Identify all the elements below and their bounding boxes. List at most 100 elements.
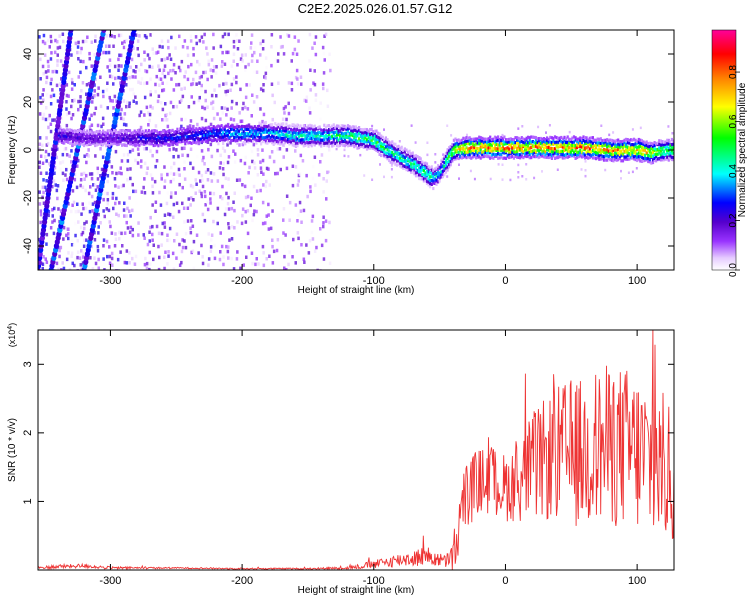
spectrogram-ridge-cell	[517, 155, 520, 159]
spectrogram-ridge-cell	[473, 154, 476, 158]
spectrogram-noise-cell	[236, 220, 239, 224]
spectrogram-ridge-cell	[135, 137, 138, 141]
spectrogram-ridge-cell	[618, 152, 621, 157]
spectrogram-noise-cell	[158, 44, 161, 49]
spectrogram-ridge-cell	[193, 128, 196, 132]
spectrogram-noise-cell	[328, 148, 331, 152]
spectrogram-noise-cell	[138, 128, 141, 133]
spectrogram-ridge-cell	[65, 137, 68, 141]
spectrogram-ridge-cell	[625, 148, 628, 152]
spectrogram-noise-cell	[253, 161, 256, 165]
spectrogram-noise-cell	[70, 209, 73, 214]
spectrogram-ridge-cell	[263, 136, 266, 140]
spectrogram-ridge-cell	[76, 136, 79, 140]
spectrogram-noise-cell	[143, 147, 146, 151]
spectrogram-ridge-cell	[121, 133, 124, 137]
spectrogram-ridge-cell	[304, 143, 307, 147]
spectrogram-ridge-cell	[583, 146, 587, 150]
spectrogram-ridge-cell	[60, 133, 64, 137]
spectrogram-ridge-cell	[421, 160, 424, 164]
spectrogram-ridge-cell	[632, 146, 636, 150]
spectrogram-noise-cell	[249, 46, 253, 50]
spectrogram-ridge-cell	[258, 135, 261, 140]
spectrogram-noise-cell	[105, 207, 108, 211]
spectrogram-ridge-cell	[454, 148, 457, 152]
spectrogram-noise-cell	[88, 172, 92, 176]
spectrogram-ridge-cell	[109, 142, 113, 146]
spectrogram-ridge-cell	[617, 145, 620, 149]
spectrogram-noise-cell	[65, 112, 69, 117]
spectrogram-ridge-cell	[244, 132, 247, 136]
spectrogram-noise-cell	[240, 221, 244, 226]
spectrogram-ridge-cell	[381, 135, 384, 139]
spectrogram-ridge-cell	[463, 140, 466, 144]
spectrogram-ridge-cell	[517, 136, 520, 140]
spectrogram-noise-cell	[47, 213, 50, 218]
spectrogram-noise-cell	[210, 179, 214, 183]
spectrogram-noise-cell	[257, 262, 260, 266]
spectrogram-ridge-cell	[342, 143, 345, 147]
spectrogram-ridge-cell	[632, 148, 636, 152]
spectrogram-ridge-cell	[124, 133, 127, 137]
spectrogram-noise-cell	[220, 106, 224, 110]
spectrogram-noise-cell	[175, 104, 179, 109]
spectrogram-noise-cell	[58, 254, 61, 259]
spectrogram-ridge-cell	[384, 139, 387, 143]
spectrogram-ridge-cell	[337, 124, 340, 128]
spectrogram-noise-cell	[180, 59, 184, 64]
spectrogram-noise-cell	[501, 163, 504, 166]
spectrogram-ridge-cell	[462, 143, 465, 147]
spectrogram-ridge-cell	[438, 174, 441, 178]
spectrogram-ridge-cell	[658, 146, 661, 150]
spectrogram-noise-cell	[47, 209, 51, 214]
spectrogram-ridge-cell	[264, 127, 267, 132]
spectrogram-ridge-cell	[125, 143, 128, 148]
spectrogram-ridge-cell	[367, 129, 370, 133]
spectrogram-ridge-cell	[585, 136, 588, 140]
spectrogram-noise-cell	[261, 148, 264, 152]
spectrogram-ridge-cell	[68, 141, 71, 145]
spectrogram-noise-cell	[44, 257, 47, 261]
spectrogram-ridge-cell	[478, 151, 481, 155]
spectrogram-ridge-cell	[517, 138, 520, 143]
spectrogram-ridge-cell	[489, 139, 492, 143]
spectrogram-noise-cell	[297, 82, 300, 86]
spectrogram-noise-cell	[200, 74, 203, 79]
spectrogram-noise-cell	[201, 212, 205, 217]
spectrogram-ridge-cell	[607, 141, 610, 145]
spectrogram-ridge-cell	[179, 140, 182, 144]
spectrogram-ridge-cell	[280, 142, 283, 146]
spectrogram-ridge-cell	[474, 142, 478, 146]
spectrogram-ridge-cell	[301, 141, 304, 145]
spectrogram-ridge-cell	[294, 124, 297, 128]
spectrogram-ridge-cell	[200, 137, 203, 141]
spectrogram-noise-cell	[56, 196, 59, 201]
spectrogram-noise-cell	[167, 45, 170, 50]
spectrogram-ridge-cell	[482, 144, 485, 148]
spectrogram-ridge-cell	[484, 141, 487, 145]
spectrogram-ridge-cell	[236, 127, 239, 131]
spectrogram-noise-cell	[61, 171, 65, 176]
spectrogram-ridge-cell	[324, 136, 327, 140]
spectrogram-noise-cell	[172, 68, 175, 73]
spectrogram-noise-cell	[118, 53, 121, 57]
spectrogram-ridge-cell	[579, 144, 582, 149]
spectrogram-ridge-cell	[648, 147, 651, 151]
spectrogram-ridge-cell	[326, 138, 329, 142]
spectrogram-ridge-cell	[585, 139, 588, 143]
spectrogram-ridge-cell	[340, 131, 343, 135]
spectrogram-ridge-cell	[604, 154, 607, 158]
spectrogram-noise-cell	[68, 154, 71, 158]
spectrogram-ridge-cell	[443, 173, 446, 177]
spectrogram-ridge-cell	[610, 143, 613, 147]
spectrogram-noise-cell	[232, 45, 236, 49]
spectrogram-ridge-cell	[236, 138, 239, 142]
spectrogram-ridge-cell	[418, 170, 421, 174]
spectrogram-ridge-cell	[318, 138, 321, 142]
spectrogram-ridge-cell	[471, 155, 474, 159]
spectrogram-noise-cell	[275, 248, 279, 253]
spectrogram-noise-cell	[202, 155, 205, 160]
spectrogram-ridge-cell	[504, 156, 508, 160]
spectrogram-noise-cell	[83, 226, 86, 231]
spectrogram-ridge-cell	[260, 123, 263, 127]
